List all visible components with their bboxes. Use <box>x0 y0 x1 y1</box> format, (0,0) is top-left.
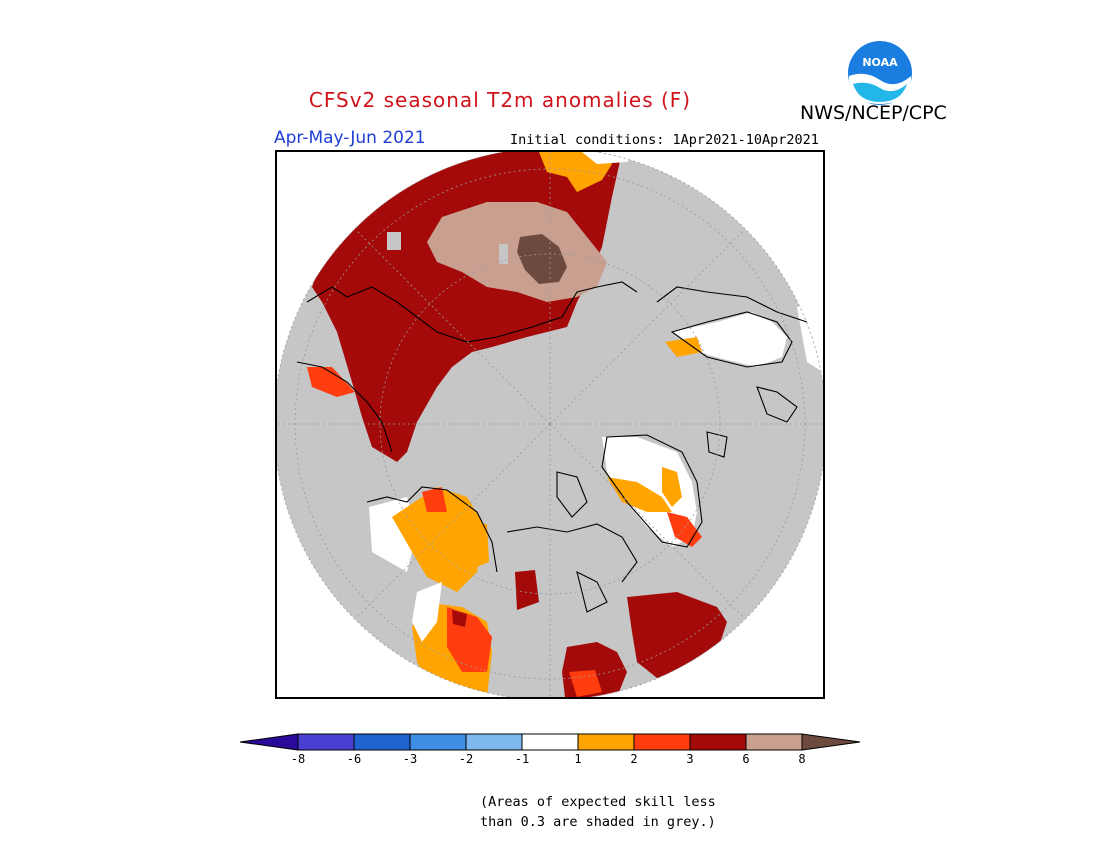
scandinavia-orange <box>665 337 702 357</box>
greenland-orange <box>607 477 672 512</box>
colorbar-box <box>689 733 747 751</box>
colorbar-tick-label: 2 <box>630 752 638 766</box>
colorbar-box <box>353 733 411 751</box>
west-canada-white <box>412 582 442 642</box>
west-canada-darkred <box>452 610 467 627</box>
colorbar-left-arrow <box>240 733 299 751</box>
alaska-orange <box>392 487 482 592</box>
graticule <box>277 152 823 697</box>
colorbar-box <box>521 733 579 751</box>
colorbar-tick-label: -6 <box>346 752 362 766</box>
skill-note-line1: (Areas of expected skill less <box>480 794 716 810</box>
scandinavia-anomaly <box>672 312 787 367</box>
initial-conditions-label: Initial conditions: 1Apr2021-10Apr2021 <box>510 132 819 148</box>
colorbar-tick-label: -2 <box>458 752 474 766</box>
colorbar-tick-label: 3 <box>686 752 694 766</box>
colorbar-box <box>745 733 803 751</box>
colorbar-tick-label: 6 <box>742 752 750 766</box>
colorbar-box <box>465 733 523 751</box>
map-title: CFSv2 seasonal T2m anomalies (F) <box>308 88 692 112</box>
central-canada-orange <box>462 524 489 572</box>
skill-note: (Areas of expected skill less than 0.3 a… <box>480 792 716 832</box>
season-label: Apr-May-Jun 2021 <box>274 128 426 148</box>
bering-red <box>307 367 355 397</box>
alaska-red <box>422 487 447 512</box>
central-canada-darkred <box>515 570 539 610</box>
colorbar-box <box>409 733 467 751</box>
colorbar-box <box>577 733 635 751</box>
colorbar-tick-label: -1 <box>514 752 530 766</box>
agency-label: NWS/NCEP/CPC <box>800 102 947 124</box>
colorbar-tick-label: -8 <box>290 752 306 766</box>
colorbar-tick-label: -3 <box>402 752 418 766</box>
colorbar-tick-label: 1 <box>574 752 582 766</box>
polar-anomaly-map <box>275 150 825 699</box>
colorbar-right-arrow <box>801 733 861 751</box>
low-skill-patch <box>499 244 508 264</box>
hudson-bay-red <box>569 670 602 697</box>
greenland-orange-east <box>662 467 682 507</box>
siberia-core-anomaly <box>517 234 567 284</box>
far-east-anomaly <box>539 152 612 192</box>
svg-text:NOAA: NOAA <box>862 56 898 69</box>
greenland-red <box>667 512 702 547</box>
colorbar-box <box>633 733 691 751</box>
colorbar-tick-label: 8 <box>798 752 806 766</box>
coastlines <box>296 281 808 613</box>
low-skill-patch <box>387 232 401 250</box>
colorbar <box>240 733 861 751</box>
colorbar-box <box>297 733 355 751</box>
skill-note-line2: than 0.3 are shaded in grey.) <box>480 814 716 830</box>
noaa-logo-icon: NOAA <box>848 41 912 105</box>
